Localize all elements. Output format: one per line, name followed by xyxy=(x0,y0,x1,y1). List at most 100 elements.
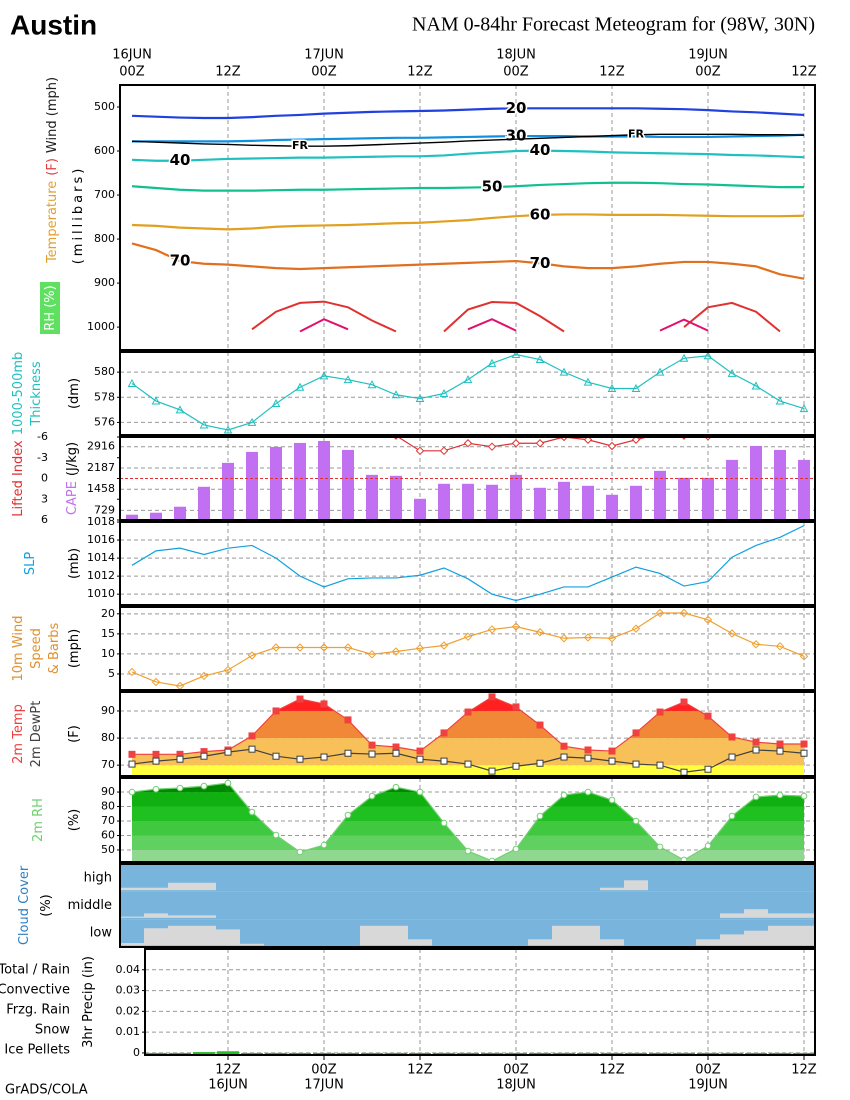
marker xyxy=(464,847,472,855)
marker xyxy=(799,652,809,661)
panel xyxy=(120,437,815,520)
y-tick-label: 70 xyxy=(101,758,115,771)
cloud-bar xyxy=(576,925,600,946)
y-tick-label: 1010 xyxy=(87,587,115,600)
marker xyxy=(560,791,568,799)
marker xyxy=(487,358,497,367)
marker xyxy=(392,783,400,791)
bar xyxy=(654,470,666,520)
contour-label: FR xyxy=(628,128,645,141)
bar xyxy=(697,1052,719,1055)
marker xyxy=(631,383,641,392)
panel xyxy=(120,352,815,435)
marker xyxy=(128,788,136,796)
bar xyxy=(750,445,762,520)
marker xyxy=(511,352,521,359)
marker xyxy=(584,788,592,796)
bar xyxy=(649,1052,671,1055)
panel-border xyxy=(119,863,816,948)
contour-label: 40 xyxy=(170,151,191,169)
y-tick-label: 80 xyxy=(101,731,115,744)
y-axis-label-part: (mb) xyxy=(67,548,82,579)
marker xyxy=(632,760,640,768)
bar xyxy=(577,1052,599,1055)
marker xyxy=(247,651,257,660)
y-axis-label: 2m Temp xyxy=(11,704,26,764)
marker xyxy=(223,425,233,434)
cloud-bar xyxy=(216,929,240,946)
y-axis-label-part: CAPE xyxy=(65,481,80,515)
marker xyxy=(607,634,617,643)
marker xyxy=(775,396,785,405)
marker xyxy=(391,647,401,656)
marker xyxy=(775,642,785,651)
y-axis-label: Cloud Cover xyxy=(17,865,32,945)
top-hour-label: 00Z xyxy=(311,65,337,80)
bar xyxy=(294,442,306,520)
contour-label: 70 xyxy=(170,252,191,270)
y-tick-label: 0.02 xyxy=(116,1004,141,1017)
y-tick-label: 1016 xyxy=(87,533,115,546)
y-axis-label: CAPE (J/kg) xyxy=(65,442,80,515)
bar xyxy=(486,484,498,520)
marker xyxy=(344,716,352,724)
marker xyxy=(440,819,448,827)
bar xyxy=(534,487,546,520)
credit: GrADS/COLA xyxy=(5,1083,88,1098)
bar xyxy=(337,1052,359,1055)
y-axis-label-part: Lifted Index xyxy=(11,440,26,517)
cloud-bar xyxy=(168,882,192,891)
marker xyxy=(656,708,664,716)
bar xyxy=(361,1052,383,1055)
top-date-label: 19JUN xyxy=(688,48,728,63)
bar xyxy=(625,1052,647,1055)
top-date-label: 18JUN xyxy=(496,48,536,63)
line xyxy=(131,353,805,431)
top-date-label: 17JUN xyxy=(304,48,344,63)
bottom-hour-label: 12Z xyxy=(407,1063,433,1078)
y-axis-label-part: (dm) xyxy=(67,378,82,409)
y-axis-label: Temperature (F) Wind (mph) xyxy=(45,77,60,264)
marker xyxy=(583,633,593,642)
marker xyxy=(704,765,712,773)
y-tick-label: 10 xyxy=(101,647,115,660)
y-tick-label: 800 xyxy=(94,232,115,245)
panel-background xyxy=(120,522,815,605)
y-tick-label: 600 xyxy=(94,144,115,157)
bar xyxy=(558,481,570,520)
marker xyxy=(607,383,617,392)
bar xyxy=(769,1052,791,1055)
y-axis-label-part: (%) xyxy=(67,809,82,832)
marker xyxy=(584,754,592,762)
y-tick-label: 0.04 xyxy=(116,963,141,976)
cloud-bar xyxy=(744,909,768,918)
bar xyxy=(601,1052,623,1055)
contour-label: 70 xyxy=(530,254,551,272)
y2-tick-label: 2916 xyxy=(87,440,115,453)
marker xyxy=(752,793,760,801)
marker xyxy=(535,628,545,637)
bar xyxy=(217,1051,239,1055)
marker xyxy=(512,845,520,853)
marker xyxy=(488,767,496,775)
marker xyxy=(415,644,425,653)
cloud-bar xyxy=(384,925,408,946)
marker xyxy=(776,791,784,799)
y-axis-label: (%) xyxy=(67,809,82,832)
line xyxy=(131,525,805,602)
marker xyxy=(535,439,545,448)
marker xyxy=(536,812,544,820)
bar xyxy=(174,506,186,520)
cloud-bar xyxy=(768,913,792,918)
marker xyxy=(704,712,712,720)
y-axis-label: RH (%) xyxy=(43,285,58,330)
cloud-bar xyxy=(600,887,624,891)
y-axis-label-part: (F) xyxy=(67,725,82,743)
y-tick-label: 0 xyxy=(133,1046,140,1059)
cloud-bar xyxy=(120,887,144,891)
y-tick-label: 5 xyxy=(108,667,115,680)
cloud-bar xyxy=(240,943,264,946)
contour-label: 60 xyxy=(530,205,551,223)
y-axis-label-part: (J/kg) xyxy=(65,442,80,476)
